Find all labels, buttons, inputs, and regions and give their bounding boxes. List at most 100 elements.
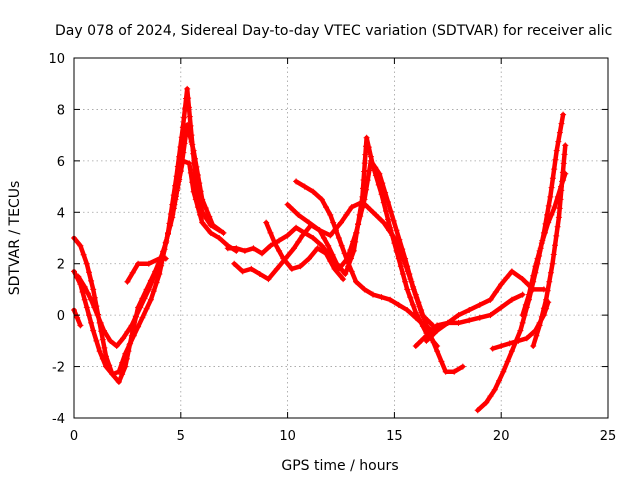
plus-marker — [553, 147, 560, 154]
x-tick-label: 15 — [386, 429, 403, 444]
plus-marker — [301, 183, 308, 190]
plus-marker — [90, 327, 97, 334]
plus-marker — [487, 296, 494, 303]
plus-marker — [186, 113, 193, 120]
series-line — [285, 199, 466, 374]
plus-marker — [135, 260, 142, 267]
y-tick-label: 6 — [57, 155, 65, 170]
plus-marker — [185, 95, 192, 102]
plus-marker — [113, 343, 120, 349]
plus-marker — [103, 363, 109, 370]
plus-marker — [430, 339, 437, 346]
plus-marker — [194, 172, 201, 178]
plus-marker — [88, 319, 95, 326]
plus-marker — [84, 290, 91, 297]
plot-frame — [73, 57, 609, 419]
plus-marker — [91, 294, 98, 301]
plus-marker — [378, 191, 385, 198]
plus-marker — [393, 227, 400, 234]
plus-marker — [418, 337, 425, 344]
plus-marker — [412, 291, 419, 298]
plus-marker — [466, 317, 473, 324]
plus-marker — [81, 296, 88, 303]
plus-marker — [548, 211, 555, 218]
plus-marker — [224, 245, 231, 252]
plus-marker — [199, 209, 206, 216]
plus-marker — [503, 274, 510, 281]
x-tick-label: 25 — [600, 429, 617, 444]
plus-marker — [506, 340, 513, 347]
plus-marker — [551, 166, 558, 173]
plus-marker — [498, 304, 505, 311]
plus-marker — [348, 255, 354, 262]
plus-marker — [96, 348, 103, 355]
plus-marker — [330, 219, 337, 226]
plus-marker — [231, 260, 238, 267]
plus-marker — [466, 307, 473, 313]
plus-marker — [318, 196, 325, 203]
series-line — [225, 158, 436, 328]
y-tick-label: 0 — [57, 309, 65, 324]
plus-marker — [329, 251, 336, 258]
plus-marker — [402, 260, 409, 267]
series-arc-5 — [124, 255, 169, 285]
plus-marker — [99, 355, 106, 362]
plus-marker — [293, 178, 300, 185]
plus-marker — [360, 185, 366, 192]
plus-marker — [491, 386, 498, 393]
plus-marker — [327, 211, 334, 218]
plus-marker — [549, 260, 556, 267]
plus-marker — [306, 255, 312, 262]
plus-marker — [423, 332, 430, 339]
plus-marker — [338, 242, 345, 249]
series-arc-3 — [75, 121, 227, 349]
plus-marker — [553, 232, 560, 239]
plus-marker — [559, 169, 566, 176]
plus-marker — [410, 283, 417, 290]
plus-marker — [560, 111, 567, 118]
plus-marker — [119, 371, 126, 378]
plus-marker — [220, 229, 227, 236]
plus-marker — [545, 202, 552, 209]
plus-marker — [335, 235, 342, 241]
plus-marker — [398, 252, 405, 259]
plus-marker — [390, 217, 397, 224]
plus-marker — [519, 319, 526, 326]
plus-marker — [109, 371, 116, 378]
plus-marker — [399, 271, 406, 277]
plus-marker — [434, 322, 441, 329]
plus-marker — [130, 332, 137, 339]
plus-marker — [375, 181, 382, 188]
plus-marker — [382, 208, 389, 214]
plus-marker — [455, 319, 462, 326]
plus-marker — [192, 155, 198, 162]
plus-marker — [171, 201, 178, 208]
plus-marker — [150, 276, 156, 283]
chart-title: Day 078 of 2024, Sidereal Day-to-day VTE… — [55, 23, 612, 39]
plus-marker — [407, 276, 414, 283]
plus-marker — [557, 196, 564, 203]
plus-marker — [476, 301, 483, 308]
plus-marker — [434, 327, 441, 334]
plus-marker — [530, 343, 537, 349]
plus-marker — [241, 247, 248, 254]
plus-marker — [276, 247, 283, 254]
plus-marker — [442, 368, 449, 375]
plus-marker — [526, 291, 532, 298]
plus-marker — [500, 368, 507, 375]
plus-marker — [143, 305, 150, 312]
axes: 0 5 10 15 20 25 -4 -2 0 2 4 6 8 10 — [48, 52, 616, 444]
plus-marker — [434, 348, 441, 355]
plus-marker — [348, 268, 355, 275]
plus-marker — [310, 235, 317, 241]
plus-marker — [83, 304, 90, 311]
plus-marker — [80, 251, 87, 258]
plus-marker — [83, 260, 90, 267]
plus-marker — [93, 337, 100, 344]
plus-marker — [561, 151, 568, 158]
plus-marker — [145, 260, 152, 267]
plus-marker — [558, 120, 565, 127]
plus-marker — [135, 323, 142, 330]
plus-marker — [498, 281, 505, 288]
plus-marker — [88, 296, 95, 303]
